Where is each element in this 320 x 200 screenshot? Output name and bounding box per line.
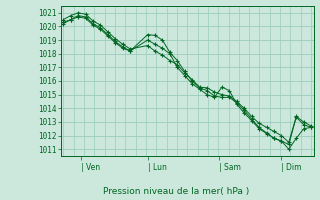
Text: Pression niveau de la mer( hPa ): Pression niveau de la mer( hPa ) bbox=[103, 187, 249, 196]
